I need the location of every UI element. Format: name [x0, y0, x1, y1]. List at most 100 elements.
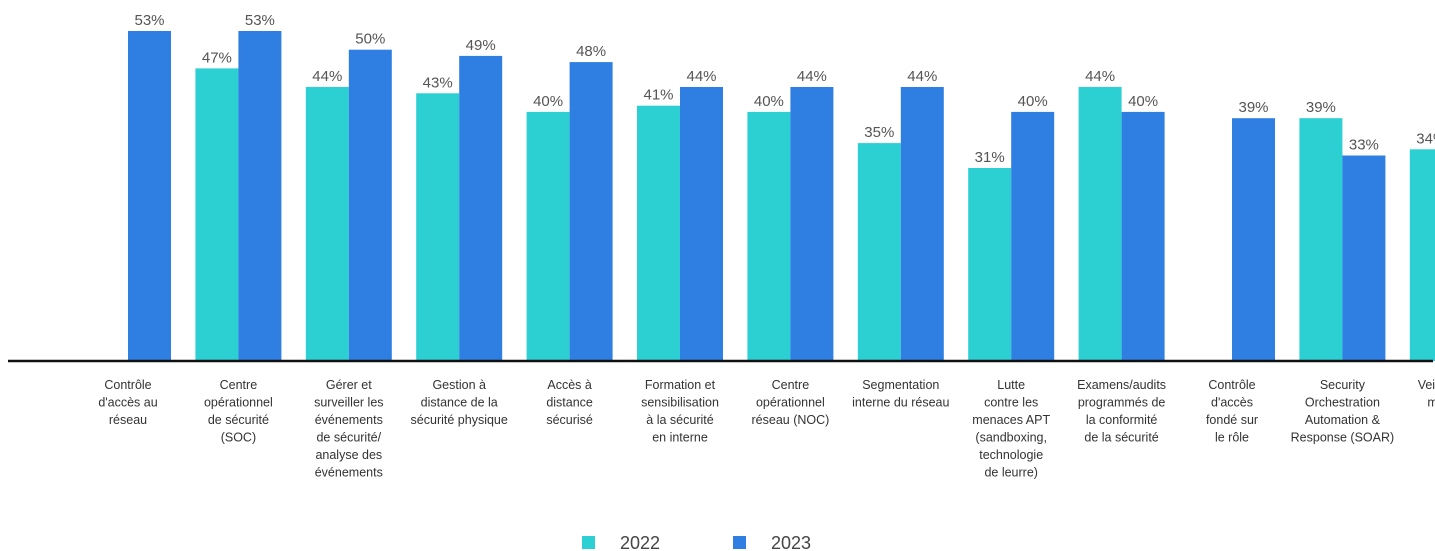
- bar-2023-1: [238, 31, 282, 361]
- category-label-line: Contrôle: [104, 378, 151, 392]
- category-label-line: sécurité physique: [411, 413, 508, 427]
- category-label-12: Veille sur les menaces: [1418, 378, 1435, 410]
- category-label-line: programmés de: [1078, 396, 1166, 410]
- bar-2023-3: [459, 55, 503, 362]
- bar-2023-8: [1011, 111, 1055, 362]
- category-label-line: (SOC): [221, 431, 256, 445]
- category-label-1: Centre opérationnel de sécurité (SOC): [204, 378, 273, 445]
- category-label-line: de la sécurité: [1084, 431, 1158, 445]
- category-label-line: sécurisé: [546, 413, 593, 427]
- bar-2023-6: [790, 87, 834, 361]
- category-label-line: réseau (NOC): [752, 413, 830, 427]
- bar-2023-11: [1342, 155, 1386, 361]
- category-label-line: Contrôle: [1208, 378, 1255, 392]
- value-label-2023-5: 44%: [686, 68, 716, 85]
- value-label-2023-9: 40%: [1128, 93, 1158, 110]
- category-label-line: distance: [546, 396, 593, 410]
- category-label-line: Lutte: [997, 378, 1025, 392]
- value-label-2023-8: 40%: [1018, 93, 1048, 110]
- category-label-line: Security: [1320, 378, 1366, 392]
- category-label-line: Accès à: [547, 378, 592, 392]
- bars-layer: [128, 31, 1435, 362]
- legend-label-2022: 2022: [620, 533, 660, 551]
- category-label-line: Centre: [220, 378, 258, 392]
- category-label-5: Formation et sensibilisation à la sécurité…: [641, 378, 719, 445]
- category-labels-layer: Contrôle d'accès au réseau Centre opérationn…: [98, 378, 1435, 480]
- value-label-2022-4: 40%: [533, 93, 563, 110]
- category-label-line: Gestion à: [432, 378, 486, 392]
- bar-2023-0: [128, 31, 171, 361]
- value-label-2022-5: 41%: [643, 87, 673, 104]
- value-label-2022-8: 31%: [975, 149, 1005, 166]
- category-label-9: Examens/audits programmés de la conformité…: [1077, 378, 1166, 445]
- category-label-line: la conformité: [1086, 413, 1158, 427]
- value-label-2022-11: 39%: [1306, 99, 1336, 116]
- category-label-line: Automation &: [1305, 413, 1381, 427]
- category-label-line: de sécurité: [208, 413, 269, 427]
- bar-2022-6: [747, 111, 791, 362]
- bar-2022-7: [857, 143, 901, 361]
- category-label-line: sensibilisation: [641, 396, 719, 410]
- legend-label-2023: 2023: [771, 533, 811, 551]
- bar-2023-5: [680, 87, 723, 361]
- category-label-10: Contrôle d'accès fondé sur le rôle: [1206, 378, 1258, 445]
- value-label-2023-10: 39%: [1238, 99, 1268, 116]
- value-label-2022-9: 44%: [1085, 68, 1115, 85]
- bar-2023-10: [1232, 118, 1275, 361]
- value-label-2022-3: 43%: [423, 74, 453, 91]
- bar-2022-8: [968, 168, 1012, 361]
- legend-swatch-2022: [582, 536, 595, 549]
- category-label-line: contre les: [984, 396, 1038, 410]
- category-label-line: fondé sur: [1206, 413, 1258, 427]
- bar-2023-7: [900, 87, 944, 361]
- category-label-line: Formation et: [645, 378, 716, 392]
- value-label-2022-7: 35%: [864, 124, 894, 141]
- bar-2022-12: [1409, 149, 1435, 361]
- category-label-line: surveiller les: [314, 396, 383, 410]
- bar-2022-2: [305, 87, 349, 361]
- value-label-2023-6: 44%: [797, 68, 827, 85]
- category-label-line: d'accès au: [98, 396, 157, 410]
- bar-2022-9: [1078, 87, 1122, 361]
- category-label-line: (sandboxing,: [975, 431, 1047, 445]
- category-label-line: à la sécurité: [646, 413, 713, 427]
- bar-2022-5: [637, 105, 680, 361]
- value-label-2023-7: 44%: [907, 68, 937, 85]
- value-label-2022-2: 44%: [312, 68, 342, 85]
- value-label-2022-12: 34%: [1416, 130, 1435, 147]
- category-label-8: Lutte contre les menaces APT (sandboxing, te…: [972, 378, 1050, 480]
- category-label-line: Veille sur les: [1418, 378, 1435, 392]
- value-label-2022-6: 40%: [754, 93, 784, 110]
- category-label-line: technologie: [979, 448, 1043, 462]
- category-label-line: d'accès: [1211, 396, 1253, 410]
- category-label-line: en interne: [652, 431, 708, 445]
- category-label-line: événements: [315, 413, 383, 427]
- category-label-6: Centre opérationnel réseau (NOC): [752, 378, 830, 427]
- category-label-line: opérationnel: [204, 396, 273, 410]
- category-label-line: Examens/audits: [1077, 378, 1166, 392]
- bar-2022-1: [195, 68, 239, 362]
- category-label-line: de leurre): [984, 466, 1038, 480]
- value-label-2023-2: 50%: [355, 31, 385, 48]
- category-label-line: menaces APT: [972, 413, 1050, 427]
- value-label-2023-11: 33%: [1349, 137, 1379, 154]
- category-label-line: de sécurité/: [316, 431, 381, 445]
- value-label-2023-1: 53%: [245, 12, 275, 29]
- category-label-line: réseau: [109, 413, 147, 427]
- bar-2023-9: [1121, 111, 1165, 362]
- category-label-line: analyse des: [315, 448, 382, 462]
- value-label-2023-0: 53%: [134, 12, 164, 29]
- value-label-2022-1: 47%: [202, 49, 232, 66]
- category-label-line: Centre: [772, 378, 810, 392]
- value-label-2023-4: 48%: [576, 43, 606, 60]
- bar-2023-2: [348, 49, 392, 361]
- legend: 2022 2023: [582, 533, 811, 551]
- category-label-line: opérationnel: [756, 396, 825, 410]
- bar-2022-11: [1299, 118, 1343, 361]
- value-labels-layer: 53% 47% 53% 44% 50% 43% 49% 40% 48% 41% 44% 40% 44% 3…: [134, 12, 1435, 166]
- category-label-line: distance de la: [421, 396, 498, 410]
- category-label-4: Accès à distance sécurisé: [546, 378, 593, 427]
- category-label-line: menaces: [1427, 396, 1435, 410]
